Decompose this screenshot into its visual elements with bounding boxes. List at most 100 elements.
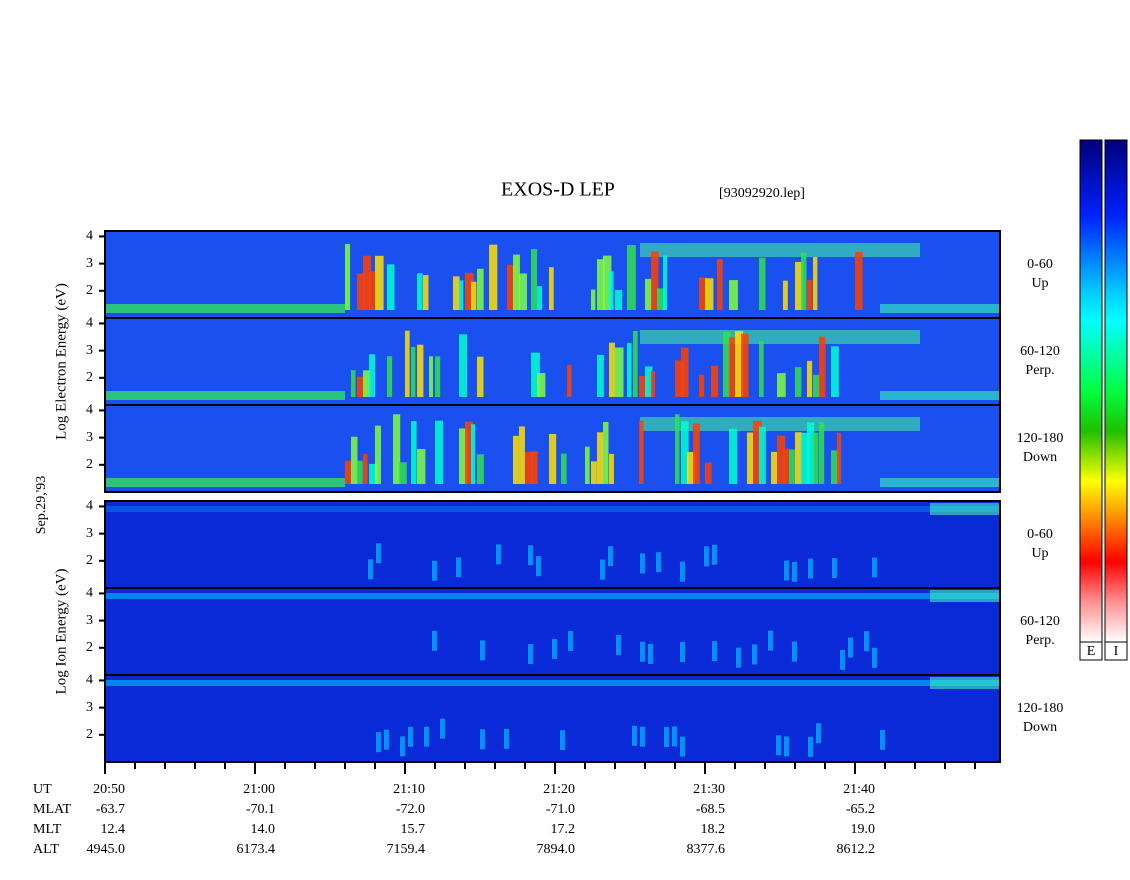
spectrum-burst: [480, 640, 485, 661]
spectrum-burst: [712, 544, 717, 565]
spectrum-burst: [808, 736, 813, 757]
spectrum-burst: [723, 331, 731, 397]
spectrum-band: [105, 593, 1000, 599]
spectrum-burst: [489, 244, 498, 310]
y-tick-label: 3: [86, 343, 93, 358]
spectrum-burst: [699, 277, 708, 310]
spectrum-band: [930, 503, 1000, 515]
spectrum-burst: [363, 255, 372, 310]
spectrum-burst: [680, 642, 685, 663]
spectrum-burst: [423, 275, 429, 310]
spectrum-burst: [783, 280, 788, 310]
table-value: 8377.6: [687, 842, 726, 857]
panel-direction: Up: [1031, 546, 1048, 561]
spectrum-burst: [813, 257, 818, 310]
spectrum-burst: [819, 336, 826, 397]
spectrum-burst: [417, 449, 426, 484]
spectrum-burst: [627, 342, 632, 397]
spectrum-burst: [789, 449, 795, 484]
spectrum-burst: [759, 257, 766, 310]
spectrum-burst: [432, 630, 437, 651]
spectrum-burst: [880, 729, 885, 750]
spectrum-band: [640, 417, 920, 431]
table-value: -70.1: [246, 802, 275, 817]
table-value: 18.2: [701, 822, 726, 837]
y-tick-label: 3: [86, 430, 93, 445]
table-value: 21:40: [843, 782, 875, 797]
spectrum-burst: [375, 255, 384, 310]
spectrum-burst: [456, 557, 461, 578]
spectrum-burst: [429, 356, 434, 397]
y-tick-label: 2: [86, 370, 93, 385]
spectrum-burst: [813, 374, 821, 397]
spectrum-burst: [807, 279, 813, 310]
spectrum-burst: [792, 561, 797, 582]
spectrum-burst: [645, 366, 653, 397]
spectrum-burst: [747, 432, 754, 484]
spectrum-burst: [615, 289, 623, 310]
spectrum-burst: [681, 421, 689, 484]
spectrum-burst: [459, 334, 468, 397]
spectrum-burst: [699, 374, 705, 397]
spectrum-burst: [384, 729, 389, 750]
table-row-label: ALT: [33, 842, 59, 857]
spectrum-burst: [752, 644, 757, 665]
spectrum-burst: [648, 643, 653, 664]
spectrum-burst: [792, 641, 797, 662]
spectrum-burst: [585, 446, 590, 484]
spectrum-burst: [768, 630, 773, 651]
spectrum-burst: [609, 453, 614, 484]
spectrum-burst: [591, 289, 596, 310]
spectrum-burst: [597, 259, 605, 310]
spectrum-burst: [777, 435, 786, 484]
spectrum-burst: [513, 254, 520, 310]
spectrum-burst: [603, 255, 612, 310]
spectrum-burst: [795, 261, 803, 310]
y-tick-label: 3: [86, 526, 93, 541]
spectrum-burst: [609, 342, 615, 397]
spectrum-burst: [369, 271, 377, 310]
spectrum-burst: [693, 423, 700, 484]
spectrum-burst: [872, 647, 877, 668]
spectrum-burst: [531, 352, 540, 397]
spectrum-burst: [819, 421, 825, 484]
spectrum-burst: [735, 331, 744, 397]
table-value: 21:20: [543, 782, 575, 797]
spectrum-burst: [528, 644, 533, 665]
spectrum-burst: [459, 280, 464, 310]
table-value: 8612.2: [837, 842, 876, 857]
chart-title: EXOS-D LEP: [501, 179, 615, 201]
colorbar: [1104, 139, 1128, 643]
spectrum-burst: [376, 543, 381, 564]
table-value: 12.4: [101, 822, 126, 837]
table-value: -71.0: [546, 802, 575, 817]
table-value: -68.5: [696, 802, 725, 817]
colorbar-label-box: [1104, 641, 1128, 661]
spectrum-burst: [465, 272, 474, 310]
spectrum-burst: [640, 553, 645, 574]
table-row-label: MLT: [33, 822, 62, 837]
spectrum-burst: [651, 251, 659, 310]
spectrum-burst: [837, 432, 842, 484]
spectrum-burst: [633, 330, 638, 397]
spectrum-band: [105, 391, 345, 400]
spectrum-burst: [531, 249, 538, 310]
spectrum-burst: [513, 435, 519, 484]
spectrum-burst: [632, 725, 637, 746]
spectrum-burst: [784, 560, 789, 581]
spectrum-burst: [675, 360, 684, 397]
spectrum-burst: [729, 280, 738, 310]
panel-direction: Down: [1023, 720, 1057, 735]
spectrum-burst: [705, 462, 712, 484]
spectrum-burst: [477, 268, 484, 310]
spectrum-burst: [771, 451, 778, 484]
panel-direction: Perp.: [1025, 633, 1054, 648]
spectrum-band: [105, 304, 345, 313]
spectrum-burst: [816, 723, 821, 744]
colorbar-label-box: [1079, 641, 1103, 661]
spectrum-burst: [808, 558, 813, 579]
panel-direction: Down: [1023, 450, 1057, 465]
spectrum-burst: [432, 560, 437, 581]
table-value: 21:30: [693, 782, 725, 797]
panel-direction: Up: [1031, 276, 1048, 291]
